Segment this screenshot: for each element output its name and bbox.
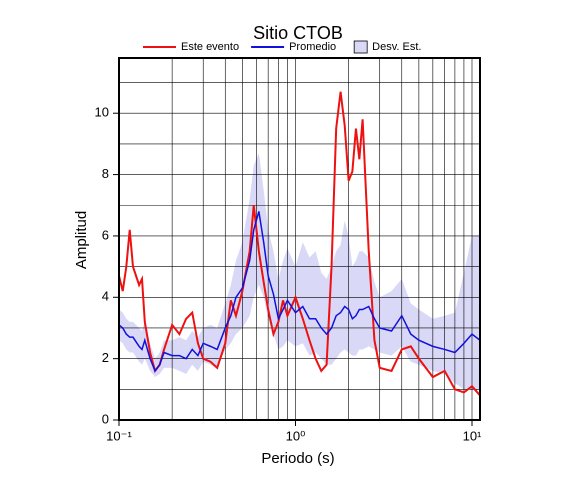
series-line (118, 211, 481, 373)
plot-frame (118, 57, 481, 421)
chart-title: Sitio CTOB (253, 23, 343, 43)
y-tick-label: 8 (102, 166, 109, 181)
legend-swatch (353, 40, 368, 54)
legend-label: Promedio (289, 41, 336, 53)
legend-label: Este evento (181, 41, 239, 53)
x-tick-label: 10⁻¹ (106, 428, 132, 443)
y-axis-label: Amplitud (73, 211, 90, 269)
std-band (119, 153, 480, 390)
y-tick-label: 10 (95, 105, 109, 120)
y-tick-label: 0 (102, 411, 109, 426)
y-tick-label: 2 (102, 350, 109, 365)
legend-label: Desv. Est. (372, 41, 421, 53)
x-axis-label: Periodo (s) (261, 450, 334, 467)
x-tick-label: 10⁰ (286, 428, 306, 443)
y-tick-label: 4 (102, 289, 109, 304)
y-tick-label: 6 (102, 227, 109, 242)
x-tick-label: 10¹ (463, 428, 482, 443)
